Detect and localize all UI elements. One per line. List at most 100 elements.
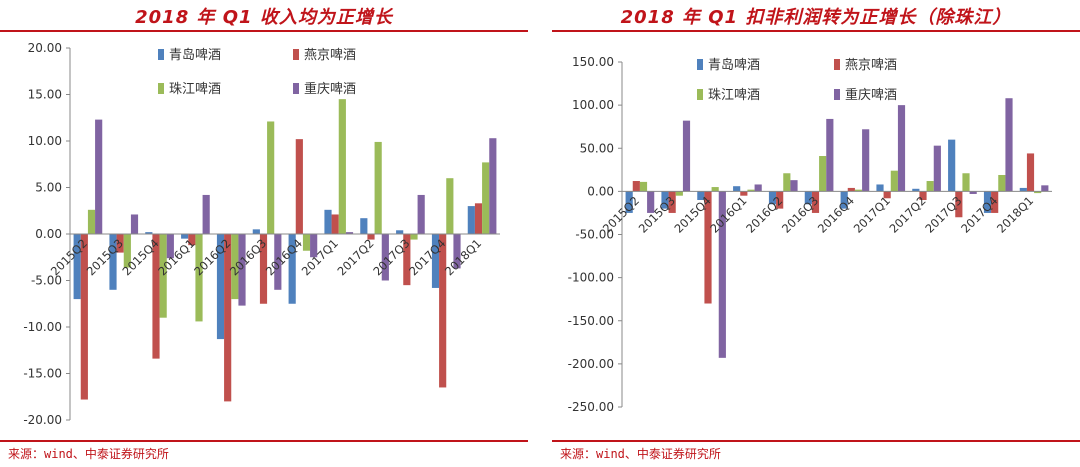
legend-swatch — [158, 83, 164, 94]
bar — [783, 173, 791, 192]
bar — [259, 234, 268, 304]
bar — [776, 191, 784, 209]
bar — [854, 189, 863, 192]
bar — [403, 234, 411, 286]
y-tick-label: -250.00 — [568, 400, 614, 414]
bar — [116, 234, 124, 253]
bar — [123, 234, 131, 268]
bar — [446, 178, 454, 234]
y-tick-label: -100.00 — [568, 271, 614, 285]
source-divider — [552, 440, 1080, 442]
bar — [338, 99, 346, 235]
bar — [467, 206, 475, 234]
bar — [152, 234, 160, 359]
bar — [195, 234, 203, 322]
x-tick-label: 2017Q2 — [335, 236, 377, 278]
x-tick-label: 2015Q3 — [84, 236, 126, 278]
legend-swatch — [834, 59, 840, 70]
bar — [883, 191, 891, 199]
x-tick-label: 2016Q4 — [815, 194, 857, 236]
x-tick-label: 2016Q2 — [743, 194, 785, 236]
revenue-growth-bar-chart: -20.00 -15.00 -10.00 -5.00 0.00 5.00 10.00 15.0… — [23, 41, 500, 427]
bar — [267, 121, 275, 234]
bar — [933, 145, 941, 192]
bar — [145, 232, 153, 234]
x-tick-label: 2018Q1 — [442, 236, 484, 278]
legend-label: 青岛啤酒 — [708, 57, 760, 73]
bar — [718, 191, 726, 358]
bar — [310, 234, 318, 258]
bar — [1026, 153, 1035, 192]
y-tick-label: -5.00 — [31, 274, 62, 288]
legend-label: 珠江啤酒 — [169, 82, 221, 97]
bar — [639, 181, 648, 192]
y-tick-label: -50.00 — [575, 228, 614, 242]
legend-label: 重庆啤酒 — [845, 87, 897, 103]
bar — [711, 187, 719, 192]
legend-swatch — [293, 49, 299, 60]
bar — [840, 191, 848, 209]
title-divider — [0, 30, 528, 32]
bar — [790, 180, 798, 192]
bar — [474, 203, 483, 234]
y-tick-label: 100.00 — [572, 98, 614, 112]
bar — [754, 184, 762, 192]
bar — [439, 234, 447, 388]
bar — [862, 129, 870, 192]
bar — [302, 234, 311, 251]
bar — [647, 191, 655, 213]
bar — [181, 234, 189, 239]
bar — [238, 234, 246, 306]
bar — [482, 162, 490, 234]
bar — [697, 191, 705, 201]
bar — [453, 234, 461, 269]
y-tick-label: -20.00 — [23, 413, 62, 427]
bar — [948, 139, 956, 192]
bar — [295, 139, 303, 234]
bar — [847, 187, 855, 192]
bar — [998, 174, 1006, 192]
bar — [1034, 191, 1042, 194]
bar — [1019, 187, 1027, 192]
bar — [73, 234, 81, 300]
chart-title: 2018 年 Q1 收入均为正增长 — [135, 7, 393, 28]
legend-swatch — [293, 83, 299, 94]
y-tick-label: 10.00 — [28, 134, 62, 148]
legend-label: 燕京啤酒 — [845, 58, 897, 73]
bar — [632, 181, 640, 192]
bar — [360, 218, 368, 234]
bar — [768, 191, 777, 205]
bar — [819, 156, 827, 192]
y-tick-label: -200.00 — [568, 357, 614, 371]
legend-label: 燕京啤酒 — [304, 48, 356, 63]
bar — [80, 234, 88, 400]
legend-swatch — [697, 59, 703, 70]
y-tick-label: -10.00 — [23, 320, 62, 334]
source-note: 来源：wind、中泰证券研究所 — [560, 447, 721, 461]
legend-swatch — [697, 89, 703, 100]
bar — [740, 191, 748, 196]
bar — [682, 120, 691, 192]
bar — [367, 234, 375, 240]
bar — [897, 105, 906, 192]
bar — [252, 229, 260, 234]
bar — [826, 118, 834, 192]
profit-chart-panel: 2018 年 Q1 扣非利润转为正增长（除珠江） -250.00 -200.00-… — [552, 0, 1080, 467]
bar — [919, 191, 927, 201]
legend-label: 青岛啤酒 — [169, 47, 221, 63]
bar — [704, 191, 712, 304]
y-tick-label: 5.00 — [35, 181, 62, 195]
bar — [890, 170, 898, 192]
bar — [431, 234, 440, 288]
bar — [991, 191, 999, 213]
y-tick-label: 150.00 — [572, 55, 614, 69]
x-tick-label: 2016Q3 — [779, 194, 821, 236]
bar — [983, 191, 992, 213]
y-tick-label: 0.00 — [587, 184, 614, 198]
title-divider — [552, 30, 1080, 32]
bar — [675, 191, 683, 196]
bar — [661, 191, 669, 209]
bar — [324, 209, 332, 234]
bar — [625, 191, 633, 213]
source-divider — [0, 440, 528, 442]
